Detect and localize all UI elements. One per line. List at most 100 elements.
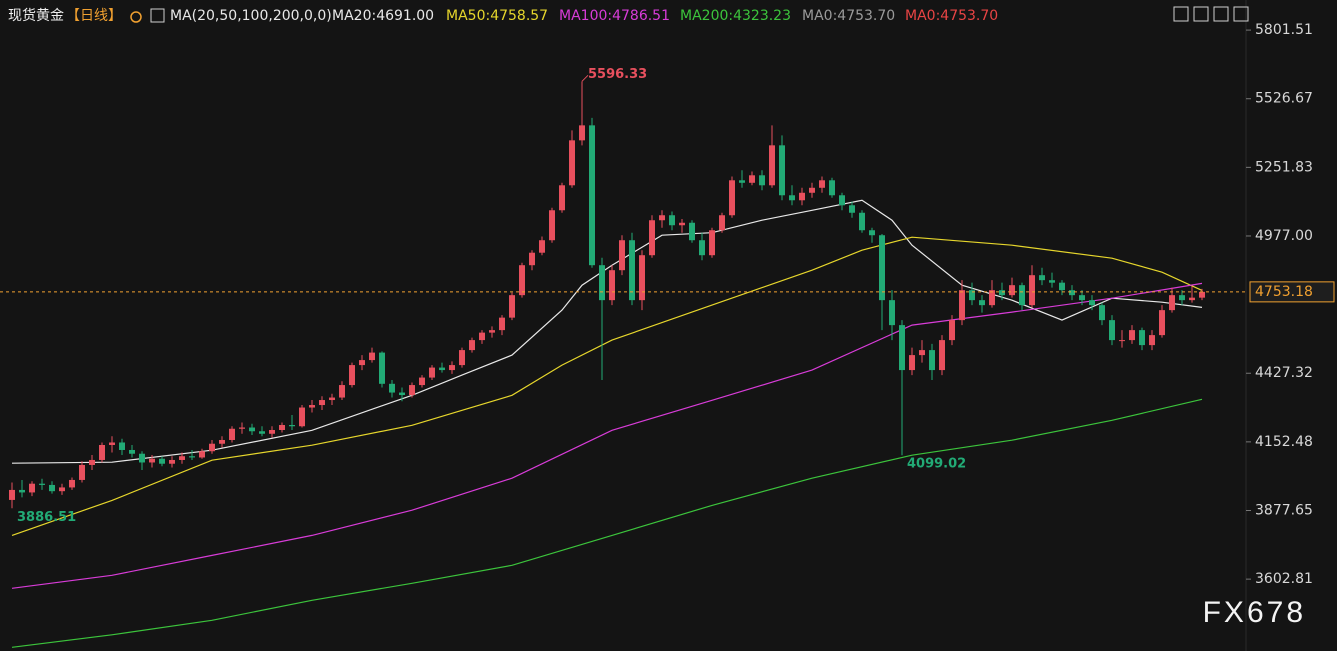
candle-body <box>679 222 685 226</box>
candle-body <box>79 464 85 480</box>
candle-body <box>719 215 725 231</box>
candle-body <box>149 458 155 463</box>
candle-body <box>299 407 305 427</box>
annotation: 5596.33 <box>588 67 647 82</box>
candle-body <box>1109 320 1115 341</box>
candle-body <box>869 230 875 236</box>
candle-body <box>359 360 365 366</box>
candle-body <box>1059 282 1065 291</box>
candle-body <box>209 443 215 452</box>
period: 【日线】 <box>66 8 122 24</box>
y-tick-label: 5526.67 <box>1255 91 1313 107</box>
candle-body <box>689 222 695 241</box>
candle-body <box>919 350 925 356</box>
candle-body <box>1099 305 1105 321</box>
candle-body <box>639 255 645 301</box>
candle-body <box>189 456 195 458</box>
candle-body <box>599 265 605 301</box>
candle-body <box>699 240 705 256</box>
candle-body <box>859 212 865 231</box>
tool-button[interactable] <box>1193 6 1209 22</box>
candle-body <box>269 430 275 434</box>
candle-body <box>339 385 345 398</box>
candle-body <box>519 265 525 296</box>
candle-body <box>979 300 985 306</box>
candle-body <box>179 456 185 460</box>
candle-body <box>99 444 105 460</box>
settings-icon[interactable] <box>130 11 142 23</box>
candle-body <box>969 290 975 301</box>
candle-body <box>109 442 115 445</box>
candle-body <box>39 483 45 485</box>
candle-body <box>939 340 945 371</box>
candle-body <box>1079 295 1085 301</box>
candle-body <box>1199 291 1205 298</box>
candle-body <box>589 125 595 266</box>
indicator-icon[interactable] <box>150 8 165 23</box>
candle-body <box>579 125 585 141</box>
candle-body <box>239 427 245 429</box>
candle-body <box>89 459 95 465</box>
candle-body <box>609 270 615 301</box>
candle-body <box>569 140 575 186</box>
candle-body <box>1189 297 1195 301</box>
watermark: FX678 <box>1203 596 1306 629</box>
legend-item: MA20:4691.00 <box>332 8 434 24</box>
candle-body <box>899 325 905 371</box>
candle-body <box>49 484 55 492</box>
candle-body <box>779 145 785 196</box>
tool-button[interactable] <box>1173 6 1189 22</box>
candle-body <box>399 392 405 396</box>
y-tick-label: 5251.83 <box>1255 159 1313 175</box>
candle-body <box>1049 280 1055 283</box>
candle-body <box>1069 290 1075 296</box>
y-tick-label: 4152.48 <box>1255 434 1313 450</box>
candle-body <box>839 195 845 206</box>
ma-line <box>11 236 1203 536</box>
ma-line <box>11 398 1203 648</box>
candle-body <box>449 365 455 371</box>
legend-item: MA0:4753.70 <box>905 8 998 24</box>
candle-body <box>629 240 635 301</box>
candle-body <box>319 400 325 406</box>
candle-body <box>929 350 935 371</box>
last-price-label: 4753.18 <box>1255 284 1313 300</box>
candle-body <box>549 210 555 241</box>
candle-body <box>789 195 795 201</box>
candle-body <box>1039 275 1045 281</box>
candle-body <box>729 180 735 216</box>
y-tick-label: 5801.51 <box>1255 22 1313 38</box>
tool-button[interactable] <box>1213 6 1229 22</box>
indicator: MA(20,50,100,200,0,0) <box>170 8 332 24</box>
candle-body <box>369 352 375 361</box>
tool-button[interactable] <box>1233 6 1249 22</box>
candle-body <box>829 180 835 196</box>
candle-body <box>529 252 535 266</box>
candle-body <box>349 365 355 386</box>
legend-item: MA0:4753.70 <box>802 8 895 24</box>
candle-body <box>1159 310 1165 336</box>
ma-line <box>11 282 1203 589</box>
candle-body <box>539 240 545 253</box>
candle-body <box>219 439 225 444</box>
candle-body <box>879 235 885 301</box>
candle-body <box>429 367 435 378</box>
candle-body <box>1149 335 1155 346</box>
candle-body <box>759 175 765 186</box>
last-price-box <box>1249 281 1335 303</box>
candle-body <box>989 290 995 306</box>
candle-body <box>949 320 955 341</box>
candle-body <box>469 340 475 351</box>
candle-body <box>559 185 565 211</box>
candle-body <box>19 489 25 493</box>
candle-body <box>1029 275 1035 306</box>
annotation-leader <box>581 74 589 82</box>
candle-body <box>139 453 145 463</box>
legend-item: MA50:4758.57 <box>446 8 548 24</box>
candle-body <box>849 205 855 213</box>
candle-body <box>739 180 745 183</box>
candle-body <box>479 332 485 341</box>
